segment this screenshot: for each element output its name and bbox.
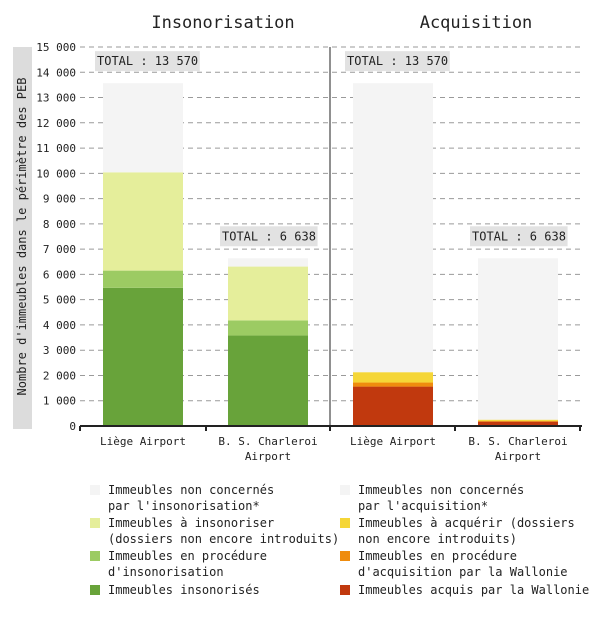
legend-item-not-concerned-acquisition: Immeubles non concernés par l'acquisitio…: [340, 482, 524, 514]
legend: Immeubles non concernés par l'insonorisa…: [90, 482, 590, 612]
panel-title: Insonorisation: [151, 13, 294, 33]
y-tick-label: 8 000: [43, 218, 76, 231]
y-tick-label: 0: [69, 420, 76, 433]
bar-segment: [228, 335, 308, 426]
bar-segment: [478, 258, 558, 420]
legend-swatch: [90, 551, 100, 561]
bar-segment: [228, 320, 308, 336]
y-tick-label: 2 000: [43, 369, 76, 382]
y-tick-label: 10 000: [36, 167, 76, 180]
y-tick-label: 4 000: [43, 319, 76, 332]
y-tick-label: 1 000: [43, 395, 76, 408]
y-tick-label: 11 000: [36, 142, 76, 155]
legend-label: Immeubles à acquérir (dossiers non encor…: [358, 516, 575, 546]
x-tick-label: B. S. Charleroi: [218, 435, 317, 448]
legend-item-insonorised: Immeubles insonorisés: [90, 582, 260, 598]
bar-segment: [353, 382, 433, 387]
y-tick-label: 14 000: [36, 66, 76, 79]
bar-segment: [353, 83, 433, 373]
legend-label: Immeubles insonorisés: [108, 583, 260, 597]
bar-segment: [353, 372, 433, 383]
y-tick-label: 5 000: [43, 294, 76, 307]
legend-swatch: [90, 585, 100, 595]
total-label-background: [470, 226, 568, 247]
total-label-background: [345, 51, 450, 72]
panel-title: Acquisition: [420, 13, 533, 33]
stacked-bar-chart: 0 1 000 2 000 3 000 4 000 5 000 6 000 7 000 8 00…: [15, 13, 582, 463]
bar-segment: [228, 258, 308, 267]
total-label: TOTAL : 13 570: [347, 54, 448, 68]
y-tick-label: 7 000: [43, 243, 76, 256]
legend-item-not-concerned-insonorisation: Immeubles non concernés par l'insonorisa…: [90, 482, 274, 514]
y-axis-label-background: [13, 47, 32, 429]
legend-label: Immeubles non concernés par l'insonorisa…: [108, 483, 275, 513]
x-tick-label: Liège Airport: [100, 435, 186, 448]
y-tick-label: 12 000: [36, 117, 76, 130]
bar-segment: [353, 386, 433, 426]
legend-swatch: [340, 518, 350, 528]
legend-item-insonorisation-in-progress: Immeubles en procédure d'insonorisation: [90, 548, 267, 580]
y-tick-label: 13 000: [36, 92, 76, 105]
bar-segment: [478, 420, 558, 422]
y-tick-label: 15 000: [36, 41, 76, 54]
legend-item-to-insonorise: Immeubles à insonoriser (dossiers non en…: [90, 515, 339, 547]
x-tick-label: Liège Airport: [350, 435, 436, 448]
total-label-background: [95, 51, 200, 72]
x-tick-label: B. S. Charleroi: [468, 435, 567, 448]
y-axis-label: Nombre d'immeubles dans le périmètre des…: [15, 78, 29, 396]
y-tick-label: 6 000: [43, 268, 76, 281]
y-tick-label: 3 000: [43, 344, 76, 357]
legend-item-to-acquire: Immeubles à acquérir (dossiers non encor…: [340, 515, 575, 547]
y-tick-label: 9 000: [43, 193, 76, 206]
bar-segment: [478, 421, 558, 426]
legend-label: Immeubles en procédure d'insonorisation: [108, 549, 267, 579]
legend-label: Immeubles acquis par la Wallonie: [358, 583, 590, 597]
bar-segment: [478, 419, 558, 421]
legend-swatch: [90, 518, 100, 528]
bar-segment: [103, 83, 183, 173]
total-label-background: [220, 226, 318, 247]
total-label: TOTAL : 13 570: [97, 54, 198, 68]
legend-swatch: [340, 585, 350, 595]
bar-segment: [103, 172, 183, 271]
legend-item-acquisition-in-progress: Immeubles en procédure d'acquisition par…: [340, 548, 568, 580]
legend-label: Immeubles non concernés par l'acquisitio…: [358, 483, 525, 513]
x-tick-label: Airport: [495, 450, 541, 463]
legend-item-acquired: Immeubles acquis par la Wallonie: [340, 582, 589, 598]
legend-label: Immeubles en procédure d'acquisition par…: [358, 549, 568, 579]
legend-swatch: [340, 485, 350, 495]
legend-swatch: [340, 551, 350, 561]
legend-swatch: [90, 485, 100, 495]
legend-label: Immeubles à insonoriser (dossiers non en…: [108, 516, 340, 546]
total-label: TOTAL : 6 638: [472, 229, 566, 243]
bar-segment: [103, 270, 183, 288]
bar-segment: [103, 287, 183, 426]
bar-segment: [228, 266, 308, 321]
x-tick-label: Airport: [245, 450, 291, 463]
total-label: TOTAL : 6 638: [222, 229, 316, 243]
